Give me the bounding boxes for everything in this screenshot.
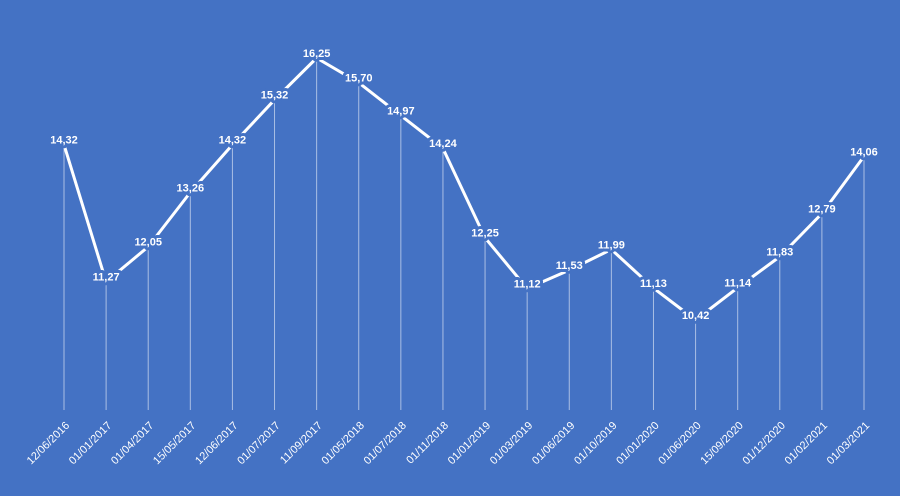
value-label: 10,42 [682, 310, 710, 322]
value-label: 12,05 [134, 237, 162, 249]
value-label: 16,25 [303, 48, 331, 60]
value-label: 14,32 [50, 135, 78, 147]
value-label: 14,32 [219, 135, 247, 147]
value-label: 13,26 [177, 182, 205, 194]
value-label: 12,25 [471, 228, 499, 240]
value-label: 14,97 [387, 105, 415, 117]
value-label: 11,13 [640, 278, 667, 290]
value-label: 15,70 [345, 73, 373, 85]
value-label: 14,24 [429, 138, 457, 150]
value-label: 14,06 [850, 146, 878, 158]
value-label: 11,27 [93, 272, 120, 284]
value-label: 11,14 [724, 278, 752, 290]
value-label: 12,79 [808, 203, 836, 215]
value-label: 11,53 [556, 260, 583, 272]
value-label: 11,83 [766, 247, 793, 259]
value-label: 11,99 [598, 239, 625, 251]
line [62, 56, 866, 322]
value-label: 15,32 [261, 90, 289, 102]
value-label: 11,12 [514, 278, 541, 290]
